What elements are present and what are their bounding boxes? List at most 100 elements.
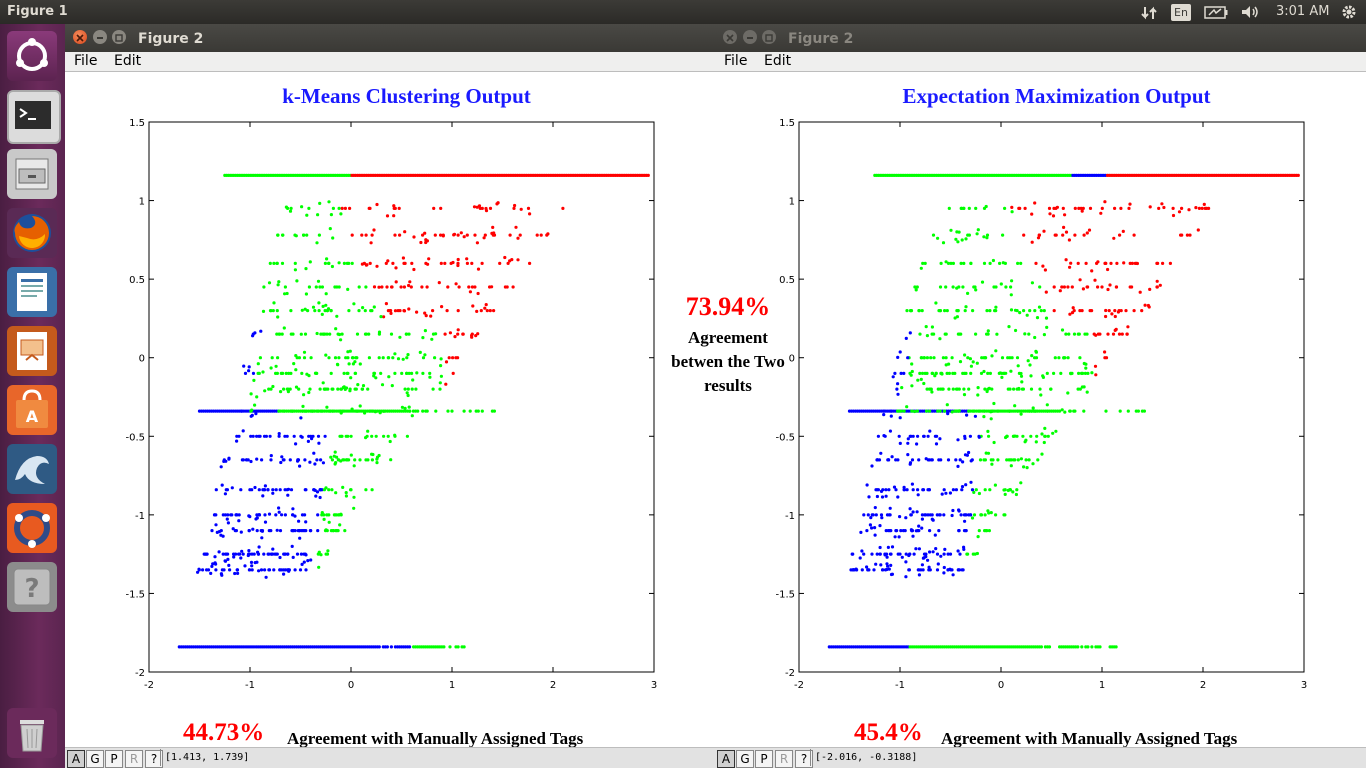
data-point <box>243 371 248 375</box>
menu-edit[interactable]: Edit <box>764 53 792 69</box>
data-point <box>962 371 967 375</box>
data-point <box>982 409 986 413</box>
firefox-icon[interactable] <box>7 208 57 258</box>
data-point <box>228 568 232 572</box>
data-point <box>869 516 873 520</box>
maximize-button[interactable] <box>112 30 126 44</box>
close-button[interactable] <box>73 30 87 44</box>
data-point <box>237 513 241 517</box>
mysql-workbench-icon[interactable] <box>7 444 57 494</box>
data-point <box>910 369 914 374</box>
data-point <box>281 233 285 237</box>
data-point <box>1039 309 1043 313</box>
data-point <box>282 572 286 576</box>
data-point <box>1085 231 1089 235</box>
menu-edit[interactable]: Edit <box>114 53 142 69</box>
data-point <box>339 411 343 415</box>
toolbar-button-rotate[interactable]: R <box>125 750 143 768</box>
data-point <box>338 523 342 527</box>
data-point <box>220 483 224 487</box>
data-point <box>908 371 912 375</box>
data-point <box>870 552 874 556</box>
scatter-plot[interactable]: k-Means Clustering Output -2 -1 0 1 2 3 1.5 1 0.5… <box>65 71 715 748</box>
file-manager-icon[interactable] <box>7 149 57 199</box>
data-point <box>918 332 922 336</box>
data-point <box>492 309 496 313</box>
network-icon[interactable] <box>1141 4 1157 22</box>
data-point <box>258 434 262 438</box>
clock[interactable]: 3:01 AM <box>1276 4 1330 19</box>
data-point <box>928 409 932 413</box>
software-center-icon[interactable]: A <box>7 385 57 435</box>
data-point <box>267 387 271 391</box>
data-point <box>1042 440 1046 445</box>
data-point <box>271 309 275 313</box>
data-point <box>446 285 450 289</box>
data-point <box>933 533 937 537</box>
data-point <box>919 266 923 270</box>
data-point <box>420 285 424 289</box>
data-point <box>258 356 262 360</box>
data-point <box>358 458 362 462</box>
data-point <box>1046 434 1050 438</box>
data-point <box>1126 325 1130 329</box>
minimize-button[interactable] <box>743 30 757 44</box>
terminal-icon[interactable] <box>7 90 61 144</box>
toolbar-button-help[interactable]: ? <box>145 750 163 768</box>
titlebar[interactable]: Figure 2 <box>65 24 715 52</box>
data-point <box>910 384 914 388</box>
data-point <box>1086 285 1090 289</box>
data-point <box>317 441 321 445</box>
data-point <box>262 285 266 289</box>
ubuntu-logo-icon[interactable] <box>7 31 57 81</box>
keyboard-layout-indicator[interactable]: En <box>1171 4 1191 21</box>
data-point <box>456 645 460 649</box>
data-point <box>342 261 346 265</box>
trash-icon[interactable] <box>7 708 57 758</box>
ubuntu-one-icon[interactable] <box>7 503 57 553</box>
data-point <box>1027 409 1031 413</box>
data-point <box>985 233 990 237</box>
data-point <box>398 335 402 339</box>
data-point <box>987 529 991 533</box>
help-icon[interactable]: ? <box>7 562 57 612</box>
data-point <box>957 509 961 513</box>
data-point <box>375 264 379 268</box>
data-point <box>1094 373 1098 377</box>
titlebar[interactable]: Figure 2 <box>715 24 1366 52</box>
toolbar-button-grid[interactable]: G <box>86 750 104 768</box>
scatter-plot[interactable]: Expectation Maximization Output -2 -1 0 1 2 3 1… <box>715 71 1366 748</box>
toolbar-button-rotate[interactable]: R <box>775 750 793 768</box>
data-point <box>402 261 406 265</box>
toolbar-button-axes[interactable]: A <box>717 750 735 768</box>
data-point <box>921 568 925 572</box>
toolbar-button-pan[interactable]: P <box>105 750 123 768</box>
toolbar-button-pan[interactable]: P <box>755 750 773 768</box>
data-point <box>368 409 372 413</box>
data-point <box>979 371 984 375</box>
battery-icon[interactable] <box>1204 6 1228 19</box>
data-point <box>973 414 977 418</box>
data-point <box>324 353 328 357</box>
data-point <box>315 490 320 494</box>
data-point <box>280 455 284 459</box>
minimize-button[interactable] <box>93 30 107 44</box>
toolbar-button-axes[interactable]: A <box>67 750 85 768</box>
data-point <box>907 568 911 572</box>
impress-icon[interactable] <box>7 326 57 376</box>
close-button[interactable] <box>723 30 737 44</box>
menu-file[interactable]: File <box>74 53 98 69</box>
data-point <box>391 261 395 265</box>
x-tick-label: 1 <box>1099 680 1105 691</box>
data-point <box>473 233 477 237</box>
volume-icon[interactable] <box>1240 4 1260 20</box>
maximize-icon <box>765 34 773 42</box>
maximize-button[interactable] <box>762 30 776 44</box>
menu-file[interactable]: File <box>724 53 748 69</box>
data-point <box>320 285 324 289</box>
data-point <box>1078 387 1082 391</box>
toolbar-button-grid[interactable]: G <box>736 750 754 768</box>
data-point <box>960 485 965 489</box>
writer-icon[interactable] <box>7 267 57 317</box>
gear-icon[interactable] <box>1341 4 1357 20</box>
